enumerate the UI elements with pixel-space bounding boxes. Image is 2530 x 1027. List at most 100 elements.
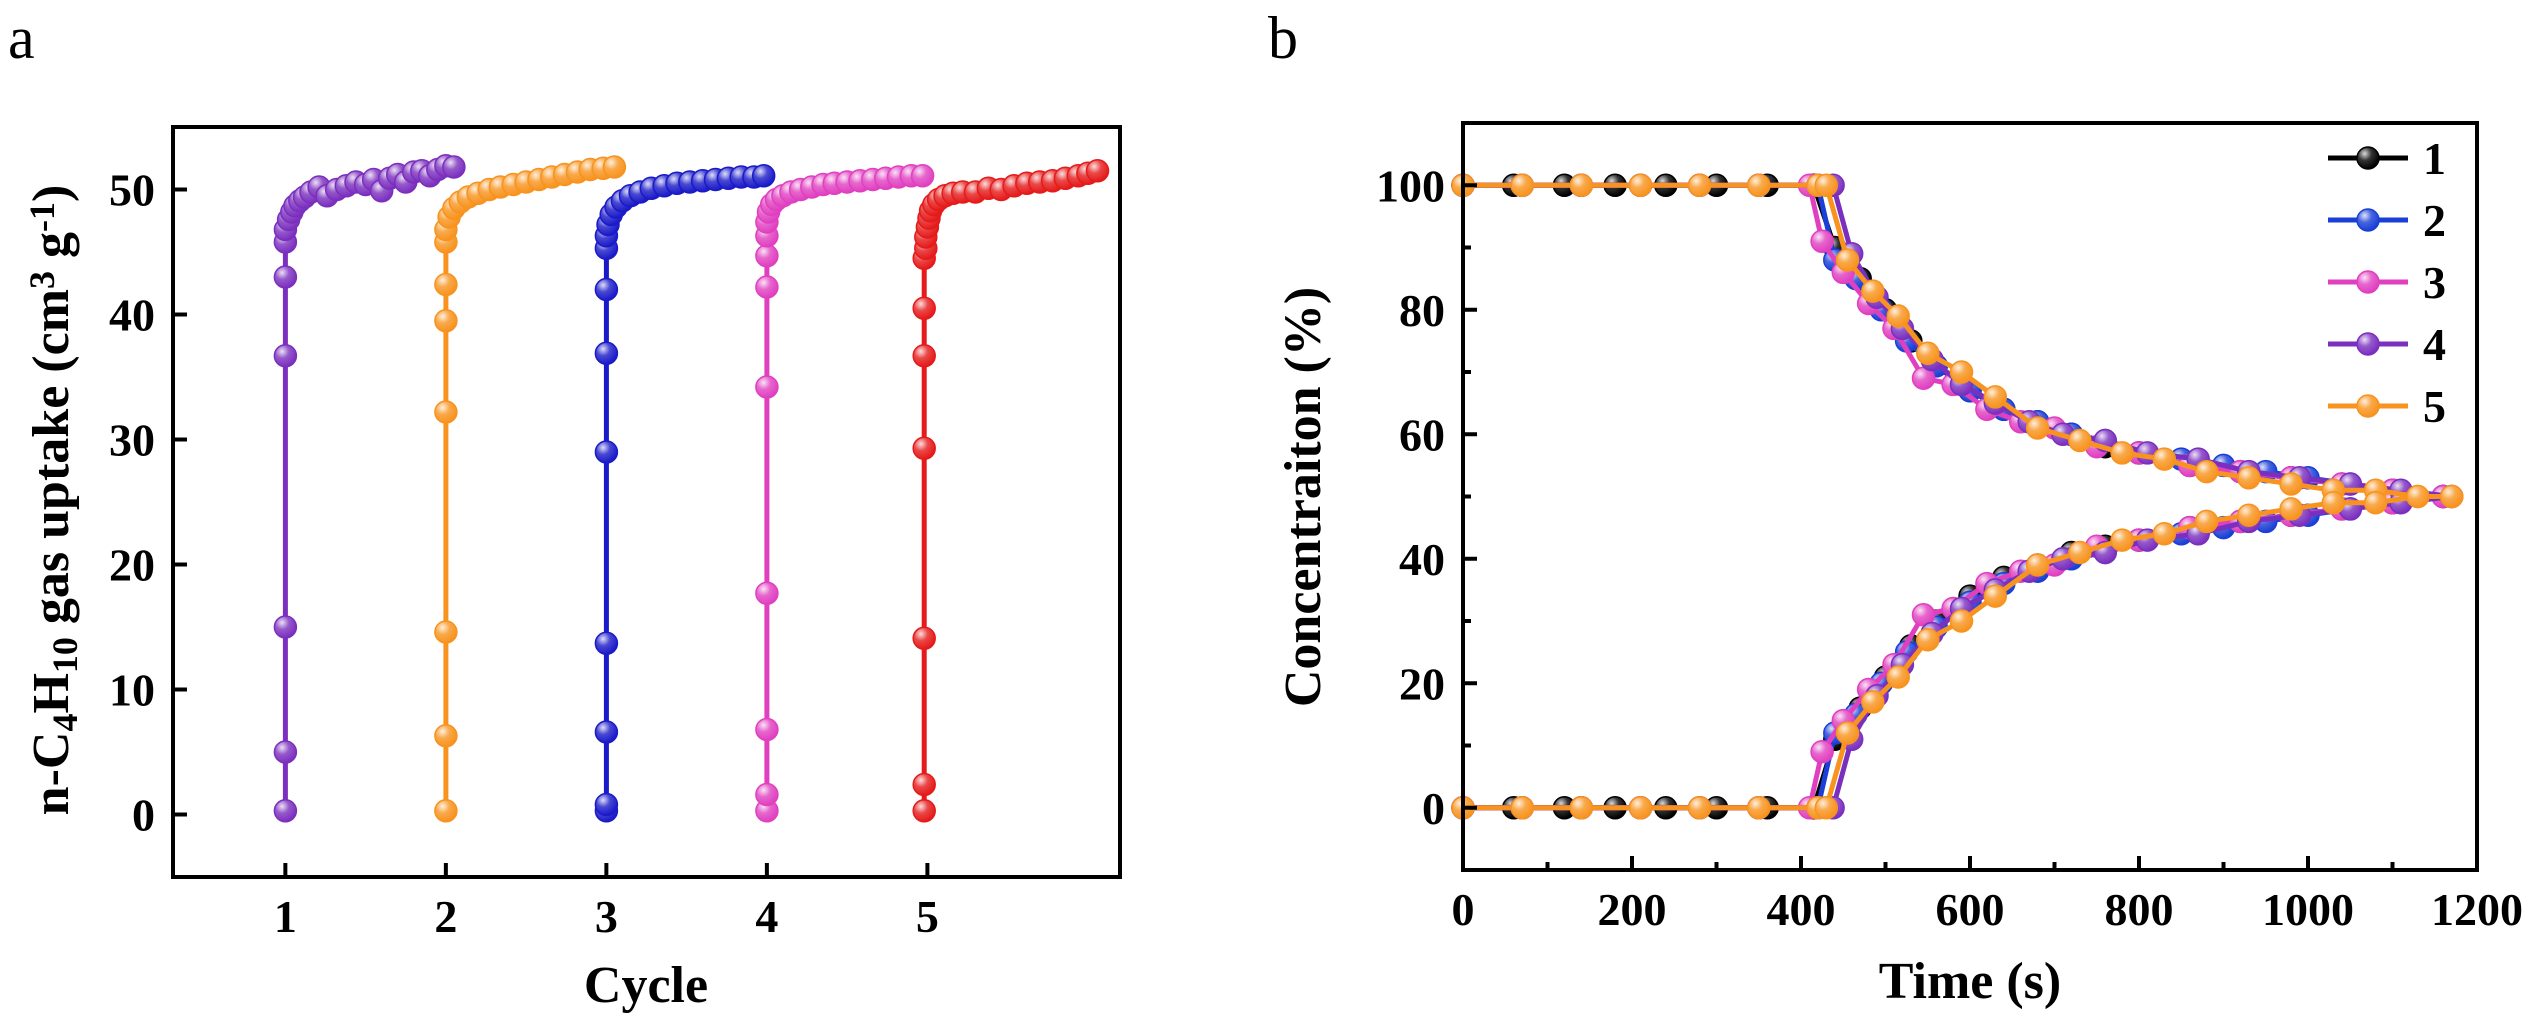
panel-b-data-point: [1510, 796, 1534, 820]
panel-a-y-title-part: 3: [22, 271, 62, 289]
panel-b-legend-marker: [2356, 208, 2380, 232]
panel-b-data-point: [1916, 627, 1940, 652]
panel-b-data-point: [1886, 304, 1910, 328]
panel-b-data-point: [1628, 796, 1653, 820]
panel-b-series-line-upper: [1463, 182, 2452, 499]
panel-b-data-point: [2439, 484, 2464, 509]
panel-a-data-point: [755, 275, 779, 299]
panel-a-x-tick-label: 5: [916, 891, 939, 942]
panel-a-data-point: [594, 720, 619, 744]
panel-b-plot-area: [1451, 173, 2464, 820]
panel-b-data-point: [1747, 173, 1771, 198]
panel-b-series-line-upper: [1463, 182, 2444, 499]
panel-a-frame: [171, 125, 1122, 879]
panel-a-data-point: [273, 740, 298, 764]
panel-b-y-tick-label: 80: [1399, 285, 1445, 336]
panel-b-series-1: [1451, 173, 2455, 820]
panel-b-legend-item-3: 3: [2328, 257, 2446, 308]
panel-b-data-point: [2110, 528, 2134, 552]
panel-b-series-line-upper: [1463, 182, 2444, 499]
panel-b-data-point: [1983, 385, 2008, 409]
panel-b-data-point: [1916, 341, 1940, 366]
panel-a-y-tick-label: 10: [109, 665, 155, 716]
panel-b-x-tick-label: 1200: [2431, 884, 2523, 935]
panel-b-legend-label: 3: [2423, 257, 2446, 308]
panel-b-y-tick-label: 20: [1399, 658, 1445, 709]
panel-b-legend: 1 2 3 4 5: [2328, 133, 2446, 432]
panel-b-x-tick-label: 600: [1936, 884, 2005, 935]
panel-b-series-line-upper: [1463, 182, 2453, 499]
panel-b-data-point: [1949, 609, 1974, 633]
panel-a-data-point: [912, 344, 936, 368]
panel-a-data-point: [912, 626, 936, 651]
panel-b-data-point: [2237, 466, 2261, 490]
panel-b-data-point: [1835, 721, 1860, 745]
panel-b-data-point: [1949, 360, 1974, 384]
panel-a-y-tick-label: 30: [109, 415, 155, 466]
panel-b-x-tick-label: 400: [1767, 884, 1836, 935]
panel-b-data-point: [2110, 441, 2134, 465]
panel-a-data-point: [602, 155, 627, 179]
panel-b-legend-marker: [2356, 146, 2380, 170]
panel-b-legend-item-2: 2: [2328, 195, 2446, 246]
panel-b-data-point: [1569, 173, 1594, 198]
panel-a-data-point: [1085, 159, 1110, 183]
panel-b-data-point: [1861, 690, 1885, 714]
panel-b-legend-label: 2: [2423, 195, 2446, 246]
panel-b-data-point: [2152, 447, 2177, 471]
panel-b-data-point: [2025, 553, 2050, 577]
panel-b-data-point: [1510, 173, 1534, 198]
panel-a-y-title-part: g: [23, 232, 80, 271]
panel-a-data-point: [594, 440, 619, 464]
panel-b-legend-item-1: 1: [2328, 133, 2446, 184]
panel-b-series-line-lower: [1463, 494, 2444, 811]
panel-a-data-point: [273, 799, 298, 823]
panel-b: b 0 200 400 600 800 1000 1200 0 20 40 60 80 100 1 2 3 4…: [1268, 5, 2523, 1010]
panel-a-y-title-part: gas uptake (cm: [23, 289, 80, 637]
panel-b-data-point: [1687, 796, 1712, 820]
panel-b-legend-label: 4: [2423, 319, 2446, 370]
panel-b-data-point: [2194, 509, 2219, 534]
panel-a-series-line: [443, 164, 615, 811]
panel-a-series-line: [603, 173, 765, 811]
panel-b-x-tick-label: 1000: [2262, 884, 2354, 935]
panel-a-data-point: [273, 615, 298, 639]
panel-a-letter: a: [8, 5, 35, 71]
panel-b-x-tick-label: 800: [2105, 884, 2174, 935]
panel-b-series-4: [1451, 173, 2464, 820]
panel-a-series-5: [912, 159, 1110, 823]
panel-b-data-point: [1810, 739, 1834, 764]
panel-b-legend-label: 1: [2423, 133, 2446, 184]
panel-a-data-point: [434, 400, 458, 424]
panel-b-series-line-lower: [1463, 494, 2452, 811]
panel-b-data-point: [1810, 229, 1834, 254]
panel-a-x-tick-label: 2: [434, 891, 457, 942]
panel-b-x-tick-label: 0: [1452, 884, 1475, 935]
panel-a-series-2: [434, 155, 627, 823]
panel-a-data-point: [751, 164, 776, 188]
panel-b-x-tick-label: 200: [1598, 884, 1667, 935]
panel-b-series-line-lower: [1463, 494, 2444, 811]
panel-a-y-title-part: 4: [45, 714, 85, 732]
panel-b-y-tick-label: 100: [1376, 160, 1445, 211]
panel-b-series-line-lower: [1463, 494, 2453, 811]
panel-a-data-point: [442, 155, 466, 179]
panel-b-legend-marker: [2356, 394, 2380, 418]
panel-b-series-line-lower: [1463, 494, 2444, 811]
panel-b-legend-marker: [2356, 270, 2380, 294]
panel-a-series-4: [755, 164, 935, 823]
panel-b-data-point: [2152, 522, 2177, 546]
panel-b-data-point: [1886, 665, 1910, 689]
panel-a-data-point: [910, 164, 935, 188]
panel-a-y-title-part: ): [23, 185, 80, 202]
panel-a-data-point: [594, 341, 619, 366]
panel-a-data-point: [273, 265, 298, 289]
panel-a-data-point: [912, 296, 936, 321]
panel-b-series-3: [1451, 173, 2455, 820]
panel-a-x-tick-label: 1: [274, 891, 297, 942]
panel-b-series-5: [1451, 173, 2464, 820]
panel-a-data-point: [755, 375, 779, 399]
panel-a-data-point: [912, 772, 936, 797]
